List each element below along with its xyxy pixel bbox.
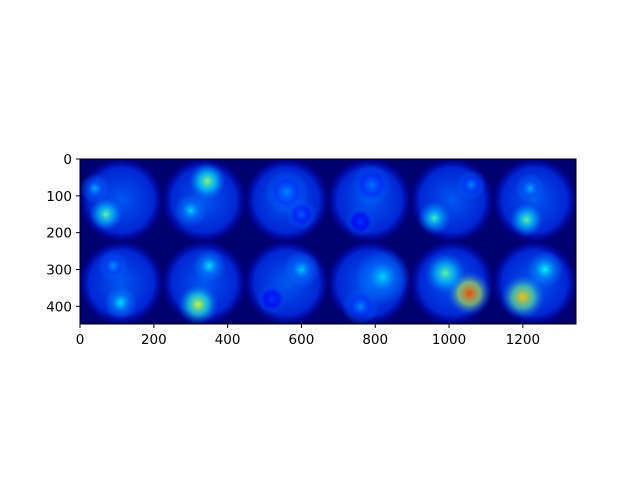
heatmap-image	[80, 159, 577, 325]
heatmap-hotspot	[188, 162, 226, 200]
heatmap-tile	[80, 241, 163, 325]
heatmap-hotspot	[456, 170, 486, 200]
x-tick-label: 800	[362, 332, 388, 348]
y-tick-label: 300	[46, 262, 72, 278]
x-tick-label: 1200	[506, 332, 540, 348]
heatmap-hotspot	[526, 251, 564, 288]
x-axis: 0 200 400 600 800 1000 1200	[76, 324, 540, 348]
y-tick-label: 100	[46, 189, 72, 205]
heatmap-tile	[245, 159, 328, 242]
heatmap-hotspot	[282, 251, 320, 288]
x-tick-label: 200	[141, 332, 167, 348]
x-tick-label: 0	[76, 332, 85, 348]
x-tick-label: 600	[289, 332, 315, 348]
heatmap-tile	[245, 241, 328, 325]
heatmap-hotspot	[177, 284, 219, 325]
heatmap-tile	[162, 241, 246, 325]
y-tick-label: 400	[46, 299, 72, 315]
heatmap-hotspot	[417, 201, 451, 235]
x-tick-label: 400	[215, 332, 241, 348]
heatmap-hotspot	[174, 193, 208, 228]
heatmap-hotspot	[98, 251, 128, 281]
heatmap-tile	[410, 159, 494, 242]
heatmap-tile	[493, 159, 577, 242]
heatmap-tile	[80, 159, 163, 242]
heatmap-hotspot	[515, 173, 545, 204]
heatmap-hotspot	[89, 197, 123, 231]
heatmap-hotspot	[345, 206, 376, 237]
heatmap-tile	[328, 159, 411, 242]
y-tick-label: 0	[63, 152, 72, 168]
heatmap-hotspot	[257, 284, 287, 314]
tile-glow	[245, 241, 328, 325]
axes-frame	[79, 158, 577, 325]
heatmap-tile	[328, 241, 411, 325]
heatmap-tile	[162, 159, 246, 242]
tile-glow	[410, 159, 494, 242]
heatmap-tile	[493, 241, 577, 325]
y-axis: 0 100 200 300 400	[46, 152, 80, 315]
heatmap-tile	[410, 241, 494, 325]
y-tick-label: 200	[46, 226, 72, 242]
heatmap-hotspot	[286, 199, 317, 230]
heatmap-hotspot	[342, 287, 379, 325]
heatmap-hotspot	[103, 286, 138, 320]
heatmap-hotspot	[192, 249, 226, 283]
heatmap-hotspot	[425, 252, 466, 294]
heatmap-hotspot	[351, 164, 392, 206]
heatmap-hotspot	[500, 274, 545, 320]
heatmap-hotspot	[80, 173, 110, 204]
heatmap-hotspot	[509, 203, 544, 237]
x-tick-label: 1000	[432, 332, 466, 348]
